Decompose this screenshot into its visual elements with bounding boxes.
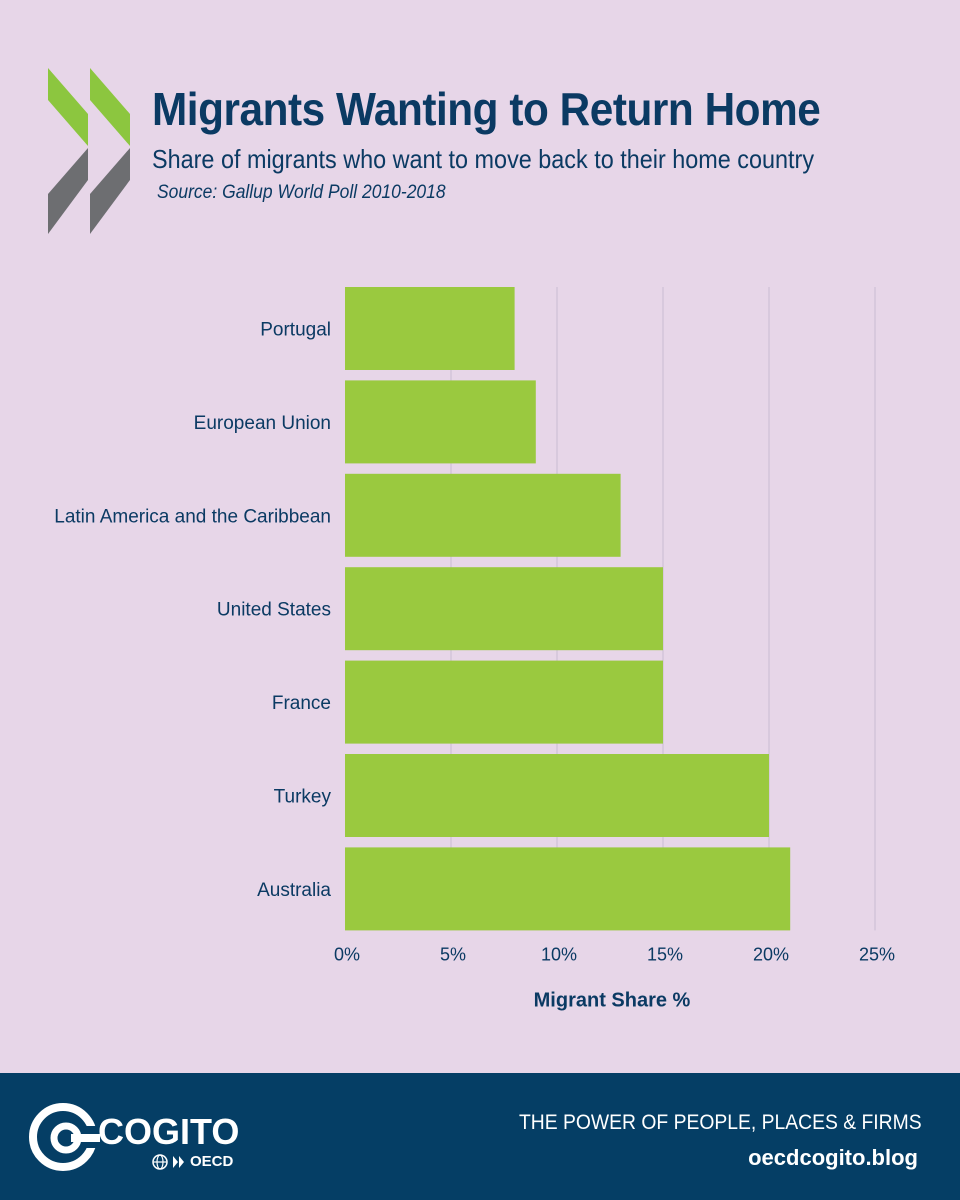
source-note: Source: Gallup World Poll 2010-2018 (157, 182, 446, 203)
x-tick-label: 10% (541, 944, 577, 964)
bar (345, 660, 663, 744)
brand-name: COGITO (98, 1111, 240, 1152)
footer: COGITO OECD THE POWER OF PEOPLE, PLACES … (0, 1073, 960, 1200)
bar (345, 567, 663, 651)
blog-url[interactable]: oecdcogito.blog (748, 1145, 918, 1170)
x-axis-title: Migrant Share % (534, 989, 691, 1011)
bar (345, 380, 536, 464)
globe-icon (152, 1153, 168, 1170)
x-tick-label: 20% (753, 944, 789, 964)
brand-sub: OECD (152, 1153, 233, 1170)
category-label: France (272, 693, 331, 714)
category-label: United States (217, 600, 331, 621)
cogito-c-icon (29, 1103, 100, 1171)
x-tick-label: 15% (647, 944, 683, 964)
x-tick-label: 5% (440, 944, 466, 964)
x-tick-label: 0% (334, 944, 360, 964)
bar (345, 287, 515, 370)
bar-chart: Portugal European Union Latin America and … (54, 287, 895, 1011)
tagline: THE POWER OF PEOPLE, PLACES & FIRMS (519, 1111, 922, 1134)
x-tick-label: 25% (859, 944, 895, 964)
oecd-chevrons-icon (48, 68, 130, 234)
category-label: Portugal (260, 320, 331, 341)
category-label: Australia (257, 880, 331, 901)
category-label: Latin America and the Caribbean (54, 506, 331, 527)
bar (345, 754, 769, 837)
page-subtitle: Share of migrants who want to move back … (152, 144, 815, 174)
bar (345, 847, 791, 931)
oecd-mini-chevrons-icon (173, 1155, 184, 1168)
page-title: Migrants Wanting to Return Home (152, 83, 821, 135)
category-label: Turkey (274, 787, 332, 808)
bar (345, 473, 621, 557)
category-label: European Union (194, 413, 331, 434)
brand-sub-label: OECD (190, 1153, 234, 1170)
